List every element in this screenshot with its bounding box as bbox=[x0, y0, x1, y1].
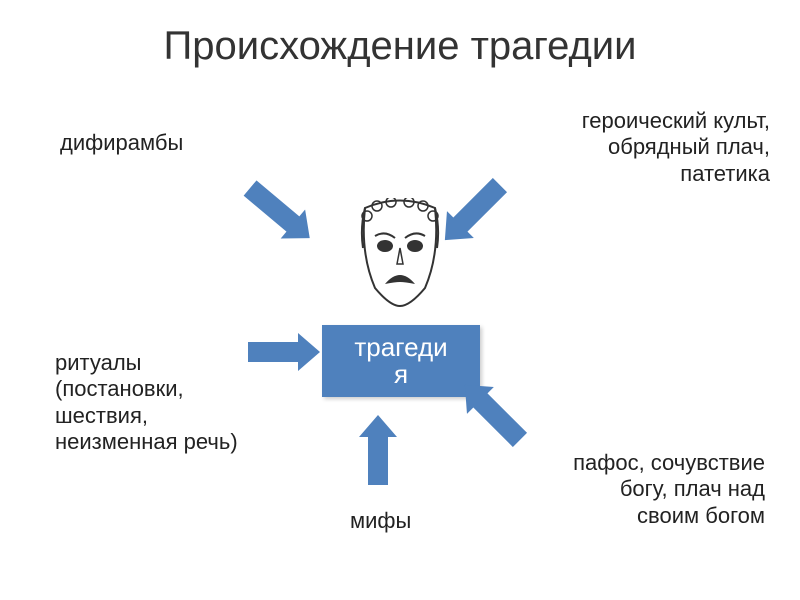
source-label-rituals: ритуалы (постановки, шествия, неизменная… bbox=[55, 350, 245, 456]
source-label-pathos: пафос, сочувствие богу, плач над своим б… bbox=[555, 450, 765, 529]
source-label-myths: мифы bbox=[350, 508, 470, 534]
tragedy-mask-icon bbox=[355, 198, 445, 308]
center-concept-label: трагедия bbox=[354, 334, 447, 389]
arrow-bottom bbox=[359, 415, 397, 485]
center-concept-box: трагедия bbox=[322, 325, 480, 397]
arrow-top_left bbox=[238, 173, 322, 252]
source-label-dithyrambs: дифирамбы bbox=[60, 130, 260, 156]
arrow-mid_left bbox=[248, 333, 320, 371]
source-label-heroic-cult: героический культ, обрядный плач, патети… bbox=[560, 108, 770, 187]
page-title: Происхождение трагедии bbox=[0, 24, 800, 69]
